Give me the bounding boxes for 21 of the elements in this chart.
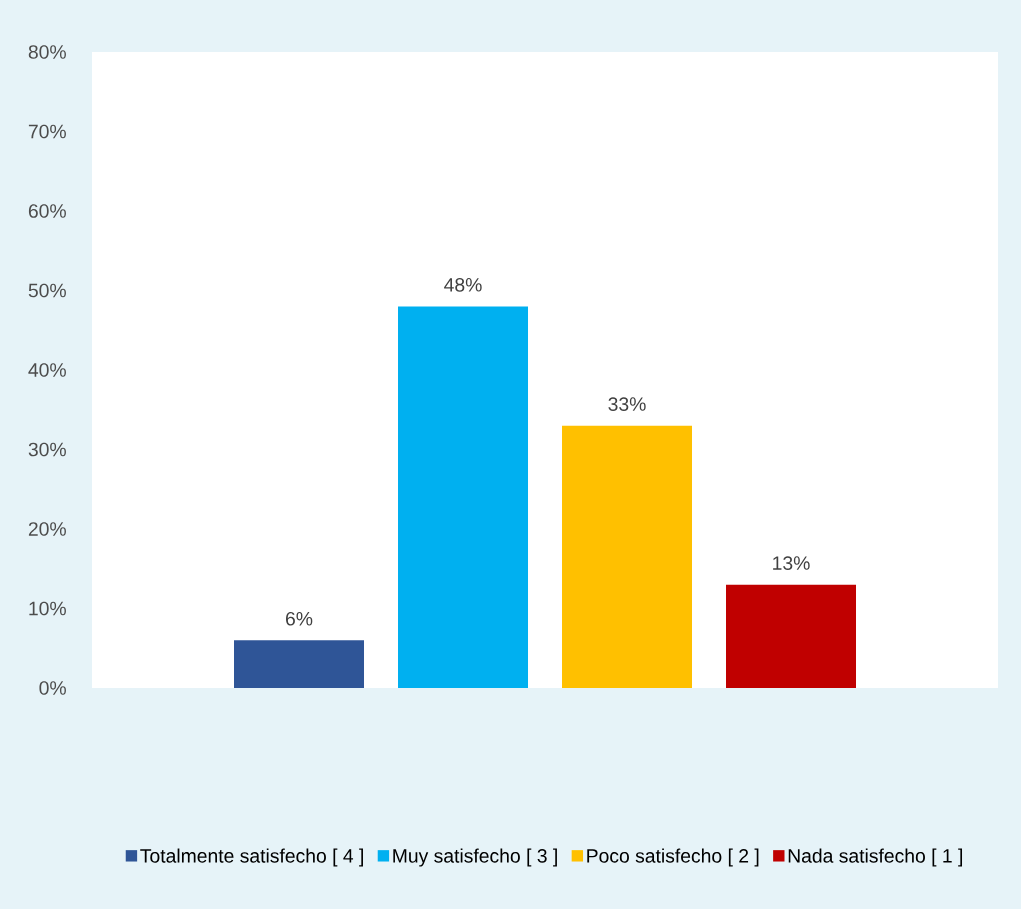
legend-label: Nada satisfecho [ 1 ]	[788, 848, 963, 867]
data-label: 13%	[773, 556, 810, 570]
data-label: 48%	[444, 277, 482, 292]
legend-label: Totalmente satisfecho [ 4 ]	[140, 848, 363, 867]
y-tick-label: 80%	[28, 45, 66, 59]
data-label: 33%	[608, 397, 646, 411]
bar	[562, 425, 693, 688]
y-tick-label: 10%	[29, 601, 66, 616]
y-tick-label: 0%	[39, 681, 66, 695]
y-tick-label: 60%	[28, 204, 66, 218]
y-tick-label: 40%	[28, 363, 66, 377]
y-tick-label: 50%	[28, 283, 66, 298]
data-label: 6%	[286, 611, 313, 626]
bar	[398, 306, 529, 688]
legend-label: Muy satisfecho [ 3 ]	[393, 848, 557, 867]
bar	[726, 584, 857, 688]
y-tick-label: 20%	[28, 522, 66, 536]
legend-label: Poco satisfecho [ 2 ]	[587, 848, 759, 867]
y-tick-label: 70%	[28, 124, 66, 139]
bar	[234, 640, 365, 688]
y-tick-label: 30%	[28, 442, 66, 457]
